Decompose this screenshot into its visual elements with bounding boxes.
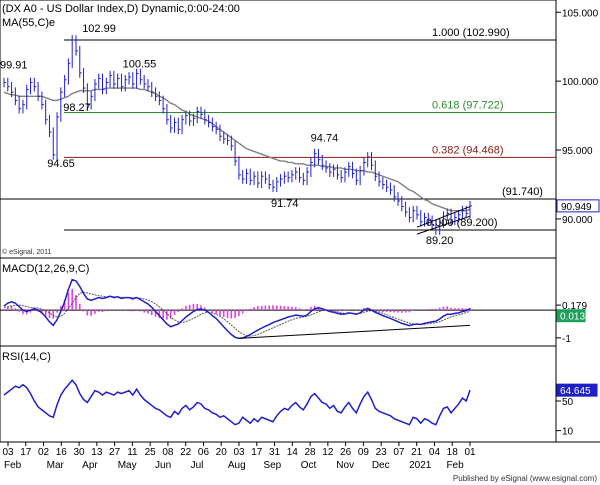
x-day-label: 04 bbox=[429, 447, 441, 458]
price-annotation: 102.99 bbox=[82, 23, 116, 35]
price-tick-label: 95.000 bbox=[562, 146, 593, 157]
price-tick-label: 105.000 bbox=[562, 8, 599, 19]
x-month-label: Apr bbox=[82, 460, 98, 471]
wedge-line bbox=[416, 206, 471, 228]
rsi-layer bbox=[3, 379, 471, 426]
chart-title: (DX A0 - US Dollar Index,D) Dynamic,0:00… bbox=[2, 3, 240, 15]
x-day-label: 03 bbox=[233, 447, 245, 458]
ma-label: MA(55,C)e bbox=[2, 17, 55, 29]
fib-label: 0.382 (94.468) bbox=[432, 144, 504, 156]
copyright-text: © eSignal, 2011 bbox=[2, 248, 52, 256]
x-day-label: 09 bbox=[358, 447, 370, 458]
rsi-title: RSI(14,C) bbox=[2, 351, 51, 363]
x-month-label: 2021 bbox=[409, 460, 432, 471]
x-month-label: Feb bbox=[446, 460, 464, 471]
x-day-label: 14 bbox=[287, 447, 299, 458]
x-day-label: 23 bbox=[376, 447, 388, 458]
macd-current-label: 0.013 bbox=[560, 312, 585, 323]
price-annotation: 98.27 bbox=[63, 102, 91, 114]
fib-label: 0.618 (97.722) bbox=[432, 100, 504, 112]
price-annotation: 99.91 bbox=[0, 59, 28, 71]
price-annotation: 89.20 bbox=[426, 235, 454, 247]
price-tick-label: 90.000 bbox=[562, 215, 593, 226]
macd-layer bbox=[0, 278, 556, 340]
macd-line bbox=[3, 278, 471, 340]
x-month-label: Oct bbox=[301, 460, 317, 471]
x-day-label: 08 bbox=[162, 447, 174, 458]
x-day-label: 17 bbox=[20, 447, 32, 458]
x-day-label: 03 bbox=[2, 447, 14, 458]
x-day-label: 28 bbox=[305, 447, 317, 458]
rsi-line bbox=[3, 379, 471, 426]
rsi-tick-label: 50 bbox=[562, 397, 574, 408]
macd-current-box bbox=[556, 309, 586, 323]
macd-tick-label: 0.179 bbox=[562, 301, 587, 312]
rsi-current-box bbox=[556, 383, 598, 397]
x-day-label: 21 bbox=[411, 447, 423, 458]
x-day-label: 20 bbox=[216, 447, 228, 458]
x-day-label: 17 bbox=[251, 447, 263, 458]
x-month-label: Jul bbox=[191, 460, 204, 471]
current-price-box bbox=[556, 199, 600, 213]
current-price-label: 90.949 bbox=[561, 202, 592, 213]
macd-title: MACD(12,26,9,C) bbox=[2, 263, 89, 275]
x-day-label: 22 bbox=[180, 447, 192, 458]
x-day-label: 13 bbox=[91, 447, 103, 458]
macd-divergence-line bbox=[238, 324, 471, 339]
x-day-label: 07 bbox=[393, 447, 405, 458]
x-month-label: Aug bbox=[228, 460, 246, 471]
x-day-label: 30 bbox=[74, 447, 86, 458]
rsi-tick-label: 10 bbox=[562, 427, 574, 438]
price-annotation: 100.55 bbox=[123, 59, 157, 71]
x-day-label: 27 bbox=[109, 447, 121, 458]
x-month-label: Sep bbox=[263, 460, 281, 471]
x-day-label: 25 bbox=[145, 447, 157, 458]
x-day-label: 01 bbox=[464, 447, 476, 458]
macd-signal-line bbox=[3, 291, 471, 337]
price-annotation: 91.74 bbox=[271, 198, 299, 210]
rsi-current-label: 64.645 bbox=[560, 386, 591, 397]
ma-line bbox=[3, 87, 471, 212]
x-day-label: 11 bbox=[127, 447, 138, 458]
price-tick-label: 100.000 bbox=[562, 77, 599, 88]
x-month-label: Jun bbox=[155, 460, 171, 471]
x-month-label: Dec bbox=[372, 460, 390, 471]
x-day-label: 31 bbox=[269, 447, 281, 458]
price-layer: 1.000 (102.990) 0.618 (97.722) 0.382 (94.4… bbox=[0, 23, 556, 247]
fib-label: 1.000 (102.990) bbox=[432, 27, 510, 39]
x-month-label: May bbox=[118, 460, 137, 471]
x-day-label: 06 bbox=[198, 447, 210, 458]
x-month-label: Mar bbox=[47, 460, 65, 471]
x-month-label: Nov bbox=[336, 460, 354, 471]
level-label: (91.740) bbox=[502, 186, 543, 198]
macd-tick-label: -1 bbox=[562, 334, 571, 345]
x-day-label: 16 bbox=[56, 447, 68, 458]
axis-layer: 105.000 100.000 95.000 90.000 90.949 0.179 -1 0… bbox=[0, 8, 600, 471]
x-day-label: 12 bbox=[322, 447, 334, 458]
x-day-label: 26 bbox=[340, 447, 352, 458]
price-annotation: 94.74 bbox=[311, 133, 339, 145]
price-annotation: 94.65 bbox=[47, 158, 75, 170]
x-month-label: Feb bbox=[4, 460, 22, 471]
footer-text: Published by eSignal (www.esignal.com) bbox=[453, 474, 597, 483]
wedge-line bbox=[416, 215, 471, 235]
x-day-label: 18 bbox=[447, 447, 459, 458]
x-day-label: 02 bbox=[38, 447, 50, 458]
